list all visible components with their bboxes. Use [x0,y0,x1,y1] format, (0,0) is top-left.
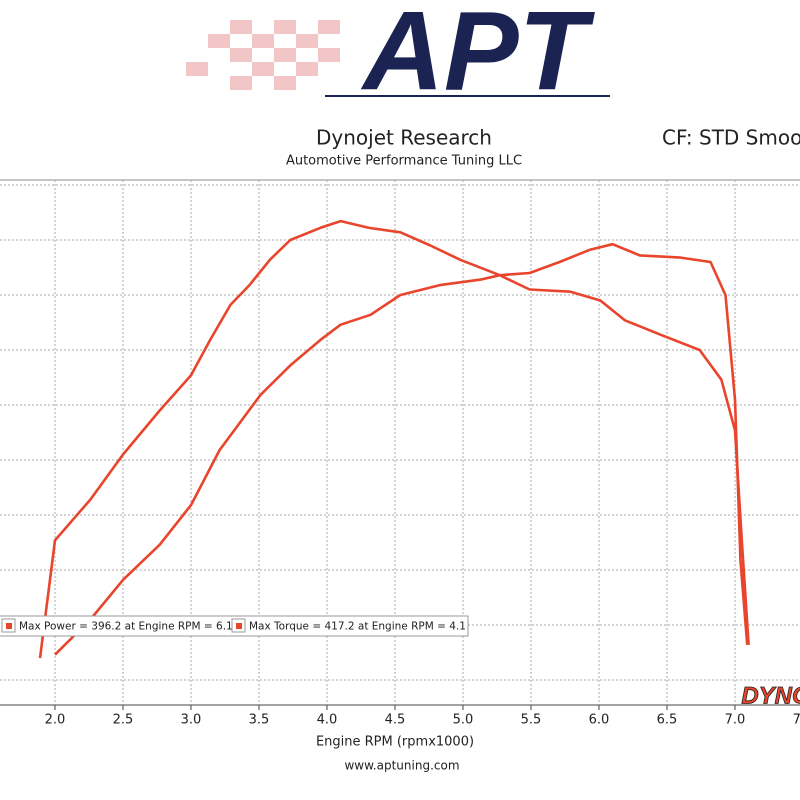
legend-swatch-dot [6,623,12,629]
x-tick-label: 3.5 [249,713,270,728]
x-tick-label: 6.5 [657,713,678,728]
x-tick-label: 4.5 [385,713,406,728]
series [38,219,750,659]
x-ticks: 2.0 2.5 3.0 3.5 4.0 4.5 5.0 5.5 6.0 6.5 7.0 7.5 [45,705,800,728]
checker-flag [186,20,340,90]
x-tick-label: 2.0 [45,713,66,728]
x-tick-label: 3.0 [181,713,202,728]
footer: www.aptuning.com [344,759,459,773]
chart-title: Dynojet Research [316,126,492,150]
series-line [38,219,750,659]
legend-entry: Max Power = 396.2 at Engine RPM = 6.1 [19,621,233,633]
series-line [54,242,749,656]
logo: APT [360,0,596,114]
x-tick-label: 2.5 [113,713,134,728]
legend-entry: Max Torque = 417.2 at Engine RPM = 4.1 [249,621,466,633]
correction-label: CF: STD Smoothing [662,126,800,150]
x-tick-label: 5.0 [453,713,474,728]
chart-subtitle: Automotive Performance Tuning LLC [286,154,522,169]
x-axis-label: Engine RPM (rpmx1000) [316,735,474,750]
brand-logo: DYNOJET [741,682,800,709]
x-tick-label: 4.0 [317,713,338,728]
x-tick-label: 7.0 [725,713,746,728]
x-tick-label: 5.5 [521,713,542,728]
x-tick-label: 7.5 [793,713,800,728]
legend-swatch-dot [236,623,242,629]
x-tick-label: 6.0 [589,713,610,728]
legend: Max Power = 396.2 at Engine RPM = 6.1 Max… [0,615,469,637]
